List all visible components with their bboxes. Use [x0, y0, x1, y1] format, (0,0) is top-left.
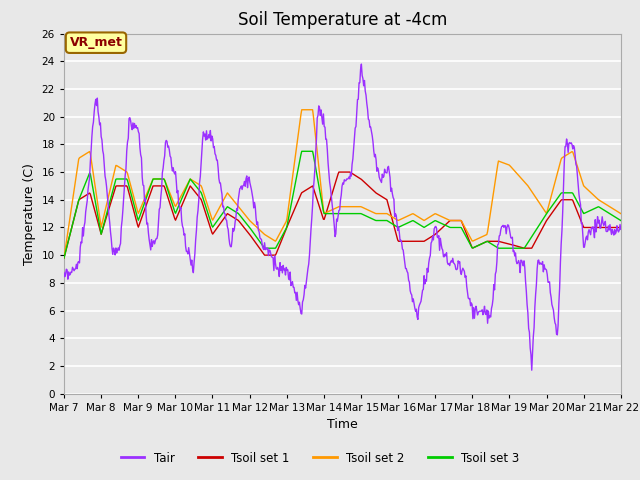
Text: VR_met: VR_met: [70, 36, 122, 49]
Title: Soil Temperature at -4cm: Soil Temperature at -4cm: [237, 11, 447, 29]
Legend: Tair, Tsoil set 1, Tsoil set 2, Tsoil set 3: Tair, Tsoil set 1, Tsoil set 2, Tsoil se…: [116, 447, 524, 469]
X-axis label: Time: Time: [327, 418, 358, 431]
Y-axis label: Temperature (C): Temperature (C): [23, 163, 36, 264]
